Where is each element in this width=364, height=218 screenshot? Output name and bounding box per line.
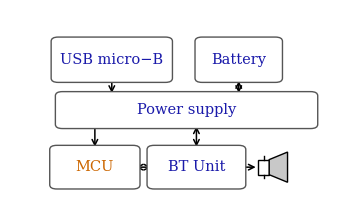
FancyBboxPatch shape bbox=[147, 145, 246, 189]
FancyBboxPatch shape bbox=[51, 37, 173, 82]
Text: BT Unit: BT Unit bbox=[168, 160, 225, 174]
FancyBboxPatch shape bbox=[50, 145, 140, 189]
Polygon shape bbox=[269, 152, 288, 182]
Text: Power supply: Power supply bbox=[137, 103, 236, 117]
FancyBboxPatch shape bbox=[195, 37, 282, 82]
Text: Battery: Battery bbox=[211, 53, 266, 67]
FancyBboxPatch shape bbox=[55, 92, 318, 129]
Bar bbox=[258, 160, 269, 175]
Text: USB micro−B: USB micro−B bbox=[60, 53, 163, 67]
Text: MCU: MCU bbox=[76, 160, 114, 174]
